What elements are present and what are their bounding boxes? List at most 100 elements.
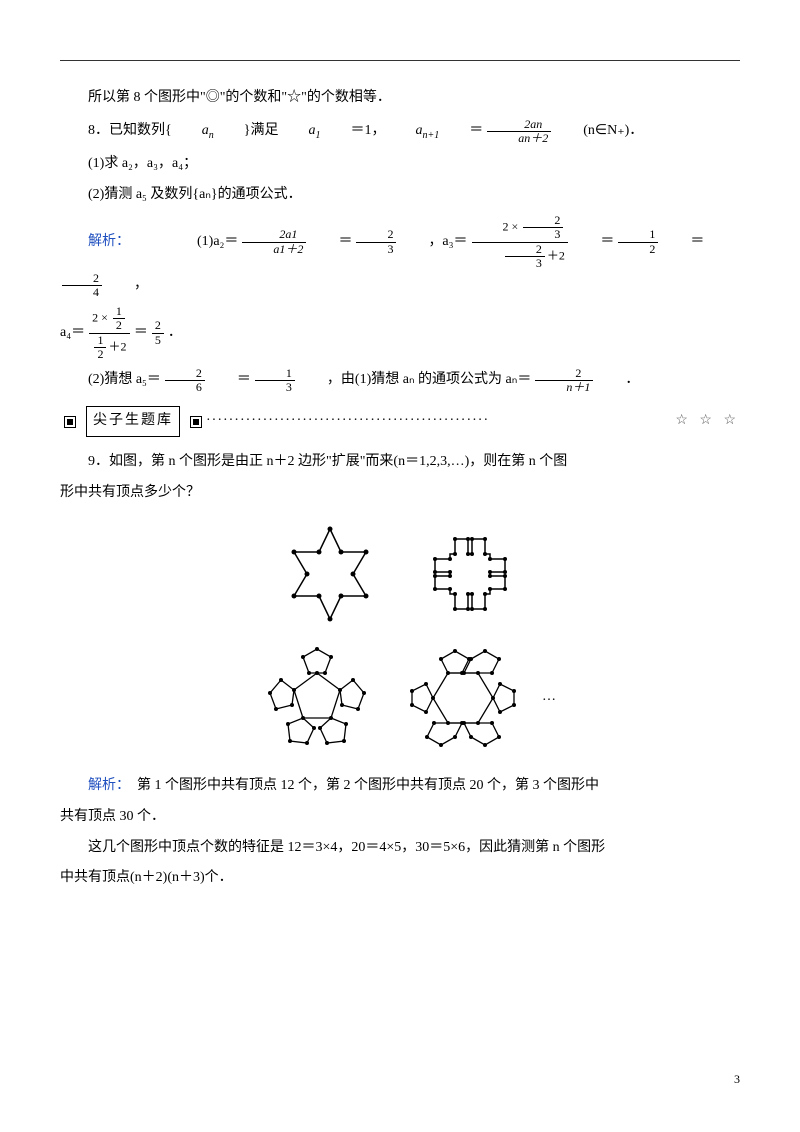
square-icon	[64, 416, 76, 428]
frac: 23	[356, 228, 396, 255]
t: ，由(1)猜想 aₙ 的通项公式为 aₙ＝	[299, 367, 531, 394]
label: 解析：	[60, 229, 130, 256]
frac: 26	[165, 367, 205, 394]
frac-nested: 2 × 23 23＋2	[472, 214, 569, 270]
q8-part1: (1)求 a₂，a₃，a₄；	[60, 151, 740, 178]
d: 23＋2	[472, 243, 569, 270]
d: 4	[62, 286, 102, 299]
frac: 24	[62, 272, 102, 299]
a1: a1	[280, 118, 320, 145]
n: 2 × 23	[472, 214, 569, 242]
intro-line: 所以第 8 个图形中"◎"的个数和"☆"的个数相等．	[60, 85, 740, 112]
page: 所以第 8 个图形中"◎"的个数和"☆"的个数相等． 8．已知数列{ an }满…	[60, 60, 740, 1081]
t: ．	[168, 320, 182, 347]
inner: 12	[113, 305, 125, 332]
an: an	[174, 118, 214, 145]
t: ．	[597, 367, 639, 394]
t: (1)a₂＝	[169, 229, 238, 256]
frac-nested: 2 × 12 12＋2	[89, 305, 130, 361]
square-icon	[190, 416, 202, 428]
t: ＝	[134, 320, 148, 347]
frac: 12	[618, 228, 658, 255]
t: 2 ×	[503, 220, 522, 234]
n: 2	[356, 228, 396, 242]
n: 2a1	[242, 228, 306, 242]
fig-star	[280, 524, 380, 624]
sol9-line1b: 共有顶点 30 个．	[60, 804, 740, 831]
frac: 2a1a1＋2	[242, 228, 306, 255]
t: ＝	[209, 367, 251, 394]
dotted-line: ········································…	[206, 408, 667, 435]
d: 2	[618, 243, 658, 256]
frac: 13	[255, 367, 295, 394]
t: 2 ×	[92, 311, 111, 325]
txt: }满足	[216, 118, 279, 145]
q9-line1: 9．如图，第 n 个图形是由正 n＋2 边形"扩展"而来(n＝1,2,3,…)，…	[60, 449, 740, 476]
sol9-line2: 这几个图形中顶点个数的特征是 12＝3×4，20＝4×5，30＝5×6，因此猜测…	[60, 835, 740, 862]
d: 12＋2	[89, 334, 130, 361]
t: ，a₃＝	[400, 229, 467, 256]
frac-recur: 2an an＋2	[487, 118, 551, 145]
den: an＋2	[487, 132, 551, 145]
d: 2	[94, 348, 106, 361]
q9-line2: 形中共有顶点多少个？	[60, 480, 740, 507]
n: 2	[535, 367, 593, 381]
frac: 2n＋1	[535, 367, 593, 394]
q8-part2: (2)猜测 a₅ 及数列{aₙ}的通项公式．	[60, 182, 740, 209]
t: 第 1 个图形中共有顶点 12 个，第 2 个图形中共有顶点 20 个，第 3 …	[137, 778, 599, 793]
t: a₄＝	[60, 320, 85, 347]
ellipsis: …	[542, 684, 556, 711]
fig-hexagon-ext	[408, 643, 518, 753]
fig-square-ext	[420, 524, 520, 624]
txt: ＝	[441, 118, 483, 145]
sol9-line2b: 中共有顶点(n＋2)(n＋3)个．	[60, 865, 740, 892]
d: 3	[255, 381, 295, 394]
n: 1	[618, 228, 658, 242]
n: 1	[255, 367, 295, 381]
fig-row-2: …	[244, 639, 556, 757]
t: ，	[106, 272, 148, 299]
fig-row-1	[60, 520, 740, 639]
sol8-line1: 解析： (1)a₂＝ 2a1a1＋2 ＝ 23 ，a₃＝ 2 × 23 23＋2…	[60, 214, 740, 299]
t: ＝	[310, 229, 352, 256]
t: ＋2	[547, 248, 565, 262]
t: ＝	[662, 229, 704, 256]
d: n＋1	[535, 381, 593, 394]
sol9-line1: 解析： 第 1 个图形中共有顶点 12 个，第 2 个图形中共有顶点 20 个，…	[60, 773, 740, 800]
d: 3	[523, 228, 563, 241]
banner-title: 尖子生题库	[86, 406, 180, 437]
fig-pentagon-ext	[262, 643, 372, 753]
n: 2	[523, 214, 563, 228]
t: ＋2	[108, 339, 126, 353]
txt: (n∈N₊)．	[555, 118, 643, 145]
n: 2	[62, 272, 102, 286]
label: 解析：	[88, 778, 130, 793]
stars-icon: ☆ ☆ ☆	[675, 408, 740, 435]
inner: 12	[94, 334, 106, 361]
banner-row: 尖子生题库 ··································…	[60, 406, 740, 437]
n: 1	[113, 305, 125, 319]
n: 2	[165, 367, 205, 381]
frac: 25	[152, 319, 164, 346]
d: a1＋2	[242, 243, 306, 256]
n: 2	[505, 243, 545, 257]
d: 5	[152, 334, 164, 347]
sol8-line2: a₄＝ 2 × 12 12＋2 ＝ 25 ．	[60, 305, 740, 361]
d: 3	[356, 243, 396, 256]
sol8-line3: (2)猜想 a₅＝ 26 ＝ 13 ，由(1)猜想 aₙ 的通项公式为 aₙ＝ …	[60, 367, 740, 394]
page-number: 3	[734, 1068, 740, 1091]
num: 2an	[487, 118, 551, 132]
n: 2 × 12	[89, 305, 130, 333]
txt: ＝1，	[322, 118, 385, 145]
d: 3	[505, 257, 545, 270]
figure-group: …	[60, 520, 740, 763]
txt: 8．已知数列{	[60, 118, 172, 145]
t: (2)猜想 a₅＝	[60, 367, 161, 394]
inner: 23	[523, 214, 563, 241]
anp1: an+1	[387, 118, 439, 145]
inner: 23	[505, 243, 545, 270]
q8-stem: 8．已知数列{ an }满足 a1 ＝1， an+1 ＝ 2an an＋2 (n…	[60, 118, 740, 145]
d: 6	[165, 381, 205, 394]
n: 1	[94, 334, 106, 348]
d: 2	[113, 319, 125, 332]
